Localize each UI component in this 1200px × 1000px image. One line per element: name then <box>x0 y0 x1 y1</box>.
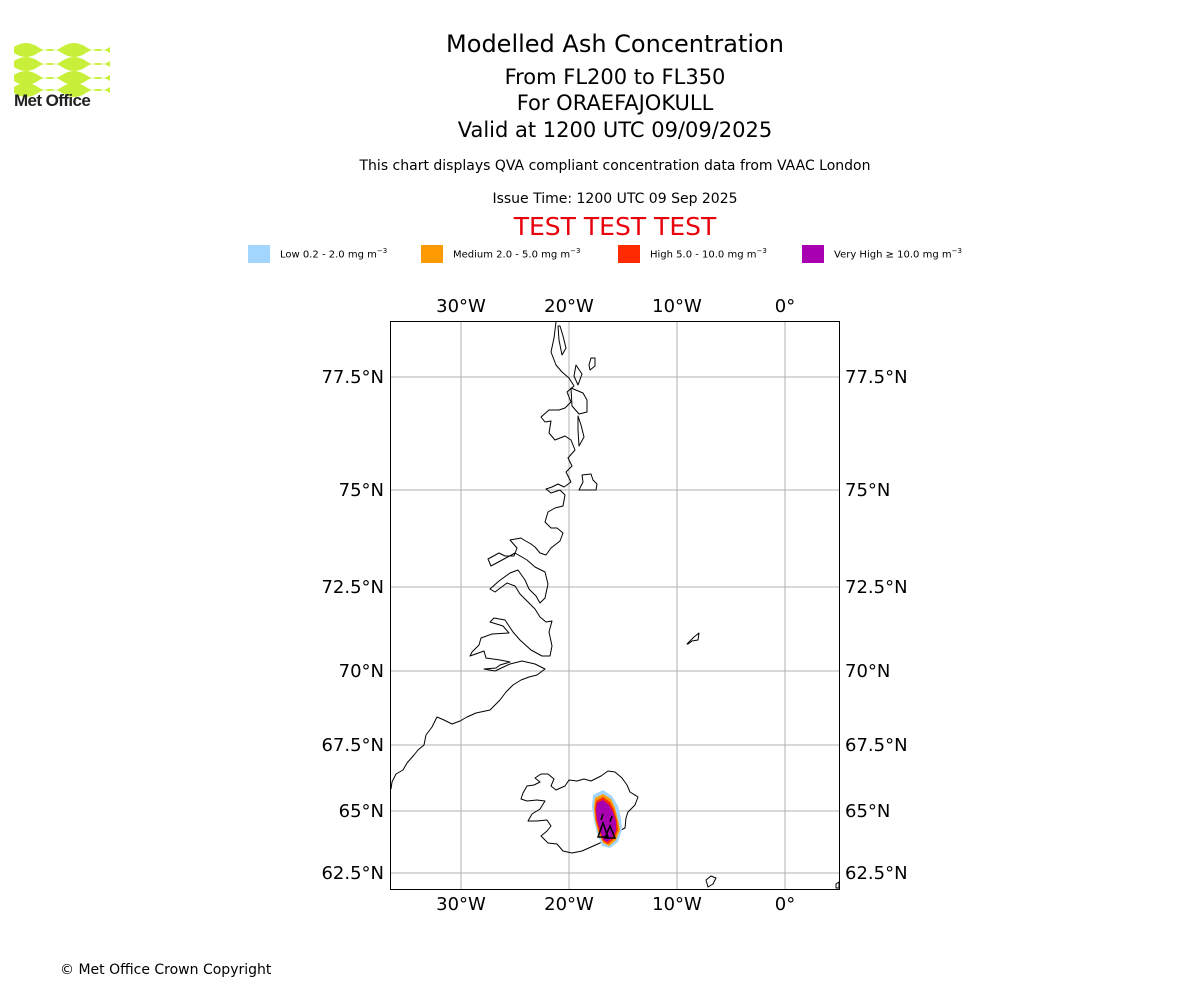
lat-label-right: 65°N <box>845 801 890 822</box>
lon-label-bottom: 0° <box>775 894 795 915</box>
logo-wordmark: Met Office <box>14 91 91 110</box>
legend-label-medium: Medium 2.0 - 5.0 mg m <box>453 249 571 261</box>
valid-time: Valid at 1200 UTC 09/09/2025 <box>457 118 773 142</box>
legend-item-medium: Medium 2.0 - 5.0 mg m−3 <box>421 245 580 263</box>
issue-time: Issue Time: 1200 UTC 09 Sep 2025 <box>492 191 738 207</box>
test-banner: TEST TEST TEST <box>513 212 717 241</box>
volcano-name: For ORAEFAJOKULL <box>516 91 714 115</box>
coastline <box>390 321 840 889</box>
ash-plume <box>592 790 622 848</box>
copyright: © Met Office Crown Copyright <box>60 962 272 978</box>
lat-label-right: 72.5°N <box>845 577 908 598</box>
lat-label-right: 75°N <box>845 480 890 501</box>
lat-label-right: 62.5°N <box>845 863 908 884</box>
lon-label-bottom: 20°W <box>544 894 594 915</box>
volcano-marker-icon <box>596 813 617 839</box>
graticule <box>391 322 839 889</box>
description: This chart displays QVA compliant concen… <box>359 158 871 174</box>
lat-label-right: 70°N <box>845 661 890 682</box>
unit-exponent: −3 <box>570 247 581 256</box>
lat-label-left: 67.5°N <box>321 735 384 756</box>
met-office-logo <box>14 43 110 97</box>
legend-item-very-high: Very High ≥ 10.0 mg m−3 <box>802 245 962 263</box>
lon-label-top: 20°W <box>544 296 594 317</box>
lon-label-top: 30°W <box>436 296 486 317</box>
plot-frame <box>390 321 840 890</box>
lat-label-left: 72.5°N <box>321 577 384 598</box>
lat-label-right: 77.5°N <box>845 367 908 388</box>
lat-label-left: 77.5°N <box>321 367 384 388</box>
legend-swatch-very-high <box>802 245 824 263</box>
flight-level-range: From FL200 to FL350 <box>504 65 726 89</box>
lat-label-left: 75°N <box>339 480 384 501</box>
legend-label-very-high: Very High ≥ 10.0 mg m <box>834 249 952 261</box>
lat-label-left: 70°N <box>339 661 384 682</box>
legend-swatch-high <box>618 245 640 263</box>
lon-label-top: 0° <box>775 296 795 317</box>
legend-label-low: Low 0.2 - 2.0 mg m <box>280 249 377 261</box>
lon-label-bottom: 30°W <box>436 894 486 915</box>
legend-item-low: Low 0.2 - 2.0 mg m−3 <box>248 245 387 263</box>
unit-exponent: −3 <box>951 247 962 256</box>
chart-title: Modelled Ash Concentration <box>446 30 784 58</box>
unit-exponent: −3 <box>756 247 767 256</box>
lat-label-left: 62.5°N <box>321 863 384 884</box>
legend-label-high: High 5.0 - 10.0 mg m <box>650 249 757 261</box>
lon-label-top: 10°W <box>652 296 702 317</box>
legend-swatch-medium <box>421 245 443 263</box>
unit-exponent: −3 <box>376 247 388 256</box>
legend-swatch-low <box>248 245 270 263</box>
lat-label-right: 67.5°N <box>845 735 908 756</box>
lon-label-bottom: 10°W <box>652 894 702 915</box>
legend-item-high: High 5.0 - 10.0 mg m−3 <box>618 245 767 263</box>
lat-label-left: 65°N <box>339 801 384 822</box>
